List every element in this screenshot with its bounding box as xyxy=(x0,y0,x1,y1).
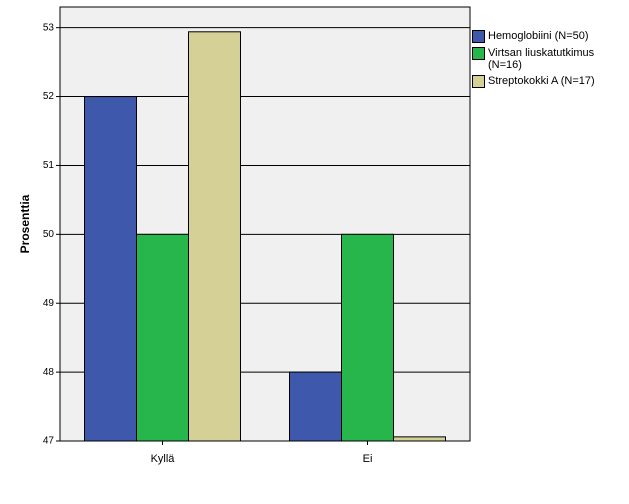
y-tick-label: 49 xyxy=(43,298,55,309)
bar xyxy=(136,233,189,442)
y-tick-label: 48 xyxy=(43,367,55,378)
legend-item: Hemoglobiini (N=50) xyxy=(472,30,622,43)
bar xyxy=(289,371,342,442)
legend-swatch xyxy=(472,47,485,60)
bar xyxy=(341,233,394,442)
y-tick-label: 51 xyxy=(43,160,55,171)
bar xyxy=(84,96,137,442)
legend: Hemoglobiini (N=50) Virtsan liuskatutkimu… xyxy=(472,30,622,92)
x-tick-label: Kyllä xyxy=(151,453,176,465)
plot-border xyxy=(59,6,471,442)
y-tick-label: 47 xyxy=(43,436,55,447)
x-tick-label: Ei xyxy=(363,453,373,465)
y-tick-label: 50 xyxy=(43,229,55,240)
y-tick-label: 52 xyxy=(43,91,55,102)
legend-item: Streptokokki A (N=17) xyxy=(472,75,622,88)
legend-label: Hemoglobiini (N=50) xyxy=(488,30,589,42)
y-axis-label: Prosenttia xyxy=(18,194,32,253)
legend-label: Streptokokki A (N=17) xyxy=(488,75,595,87)
legend-label: Virtsan liuskatutkimus (N=16) xyxy=(488,47,595,71)
bar xyxy=(188,31,241,442)
legend-item: Virtsan liuskatutkimus (N=16) xyxy=(472,47,622,71)
legend-swatch xyxy=(472,30,485,43)
bar xyxy=(393,436,446,442)
y-tick-label: 53 xyxy=(43,22,55,33)
legend-swatch xyxy=(472,75,485,88)
